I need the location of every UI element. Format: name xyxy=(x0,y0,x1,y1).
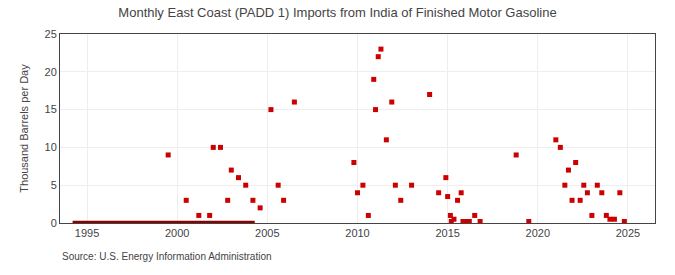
svg-text:2025: 2025 xyxy=(616,227,640,239)
svg-text:15: 15 xyxy=(45,103,57,115)
svg-text:20: 20 xyxy=(45,66,57,78)
svg-text:2020: 2020 xyxy=(526,227,550,239)
svg-text:10: 10 xyxy=(45,141,57,153)
svg-text:2010: 2010 xyxy=(345,227,369,239)
svg-text:0: 0 xyxy=(51,217,57,229)
svg-text:1995: 1995 xyxy=(75,227,99,239)
svg-text:Source: U.S. Energy Informatio: Source: U.S. Energy Information Administ… xyxy=(62,251,272,262)
svg-text:2000: 2000 xyxy=(165,227,189,239)
svg-text:2005: 2005 xyxy=(255,227,279,239)
svg-text:25: 25 xyxy=(45,28,57,40)
svg-text:Monthly East Coast (PADD 1) Im: Monthly East Coast (PADD 1) Imports from… xyxy=(118,5,556,20)
svg-text:5: 5 xyxy=(51,179,57,191)
svg-text:2015: 2015 xyxy=(435,227,459,239)
svg-text:Thousand Barrels per Day: Thousand Barrels per Day xyxy=(18,64,30,193)
